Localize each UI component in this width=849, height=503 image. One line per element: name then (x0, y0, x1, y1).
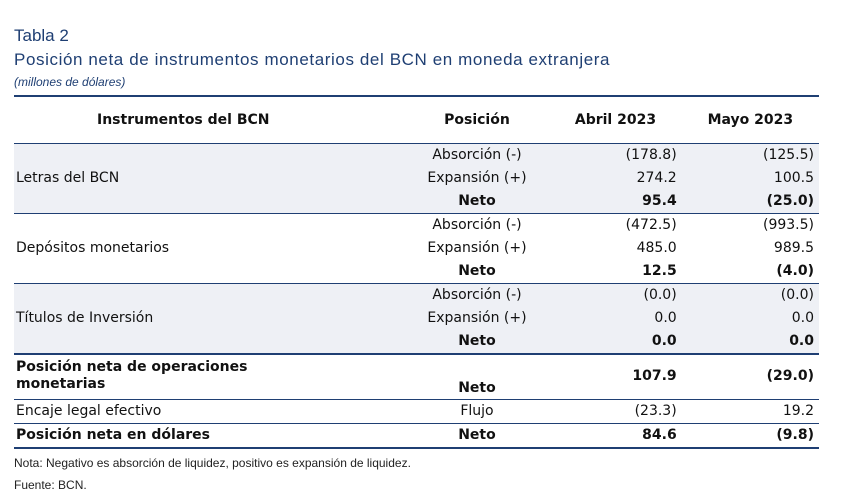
position-cell: Neto (404, 423, 550, 449)
table-row: Neto 95.4 (25.0) (14, 190, 819, 214)
position-cell: Neto (404, 353, 550, 400)
abril-cell: 95.4 (549, 190, 682, 214)
summary-row: Posición neta de operaciones monetarias … (14, 353, 819, 400)
table-row: Depósitos monetarios Absorción (-) (472.… (14, 213, 819, 284)
mayo-cell: (993.5) (681, 213, 819, 237)
summary-label: Encaje legal efectivo (14, 399, 405, 424)
mayo-cell: (0.0) (681, 283, 819, 307)
summary-row: Posición neta en dólares Neto 84.6 (9.8) (14, 423, 819, 449)
mayo-cell: 0.0 (681, 330, 819, 354)
position-cell: Neto (404, 190, 550, 214)
col-header-abril: Abril 2023 (574, 112, 657, 128)
mayo-cell: (9.8) (681, 423, 819, 449)
table-number: Tabla 2 (14, 26, 69, 45)
summary-label: Posición neta de operaciones monetarias (14, 353, 405, 400)
group-label: Letras del BCN (14, 143, 405, 214)
mayo-cell: (25.0) (681, 190, 819, 214)
abril-cell: (0.0) (549, 283, 682, 307)
group-label: Títulos de Inversión (14, 283, 405, 354)
position-cell: Absorción (-) (404, 213, 550, 237)
table-row: Neto 0.0 0.0 (14, 330, 819, 354)
abril-cell: 84.6 (549, 423, 682, 449)
abril-cell: (23.3) (549, 399, 682, 424)
position-cell: Neto (404, 330, 550, 354)
abril-cell: 485.0 (636, 240, 677, 256)
position-cell: Expansión (+) (427, 240, 527, 256)
abril-cell: 0.0 (549, 307, 682, 330)
table-row: Títulos de Inversión Absorción (-) (0.0)… (14, 283, 819, 354)
position-cell: Absorción (-) (404, 283, 550, 307)
footnote: Nota: Negativo es absorción de liquidez,… (14, 456, 411, 470)
table-row: Expansión (+) 274.2 100.5 (14, 167, 819, 190)
abril-cell: 12.5 (642, 263, 677, 279)
top-rule (14, 95, 819, 97)
col-header-posicion: Posición (444, 112, 510, 128)
abril-cell: 0.0 (549, 330, 682, 354)
position-cell: Neto (458, 263, 496, 279)
mayo-cell: 100.5 (681, 167, 819, 190)
mayo-cell: (29.0) (681, 353, 819, 400)
mayo-cell: (125.5) (681, 143, 819, 167)
table-row: Expansión (+) 0.0 0.0 (14, 307, 819, 330)
source-note: Fuente: BCN. (14, 478, 87, 492)
abril-cell: 274.2 (549, 167, 682, 190)
table-row: Letras del BCN Absorción (-) (178.8) (12… (14, 143, 819, 214)
header-row: Instrumentos del BCN Posición Abril 2023… (14, 98, 819, 144)
group-label: Depósitos monetarios (14, 213, 405, 284)
mayo-cell: (4.0) (776, 263, 814, 279)
mayo-cell: 19.2 (681, 399, 819, 424)
position-cell: Expansión (+) (404, 167, 550, 190)
table-title: Posición neta de instrumentos monetarios… (14, 50, 611, 69)
mayo-cell: 989.5 (773, 240, 814, 256)
abril-cell: (178.8) (549, 143, 682, 167)
table-row: Expansión (+) 485.0 989.5 (14, 237, 819, 260)
mayo-cell: 0.0 (681, 307, 819, 330)
table-row: Neto 12.5 (4.0) (14, 260, 819, 284)
abril-cell: 107.9 (549, 353, 682, 400)
col-header-instrumentos: Instrumentos del BCN (97, 112, 270, 128)
summary-label: Posición neta en dólares (14, 423, 405, 449)
position-cell: Flujo (404, 399, 550, 424)
abril-cell: (472.5) (549, 213, 682, 237)
data-table: Instrumentos del BCN Posición Abril 2023… (14, 98, 819, 449)
table-units: (millones de dólares) (14, 75, 126, 89)
summary-row: Encaje legal efectivo Flujo (23.3) 19.2 (14, 399, 819, 424)
position-cell: Absorción (-) (404, 143, 550, 167)
col-header-mayo: Mayo 2023 (707, 112, 794, 128)
position-cell: Expansión (+) (404, 307, 550, 330)
